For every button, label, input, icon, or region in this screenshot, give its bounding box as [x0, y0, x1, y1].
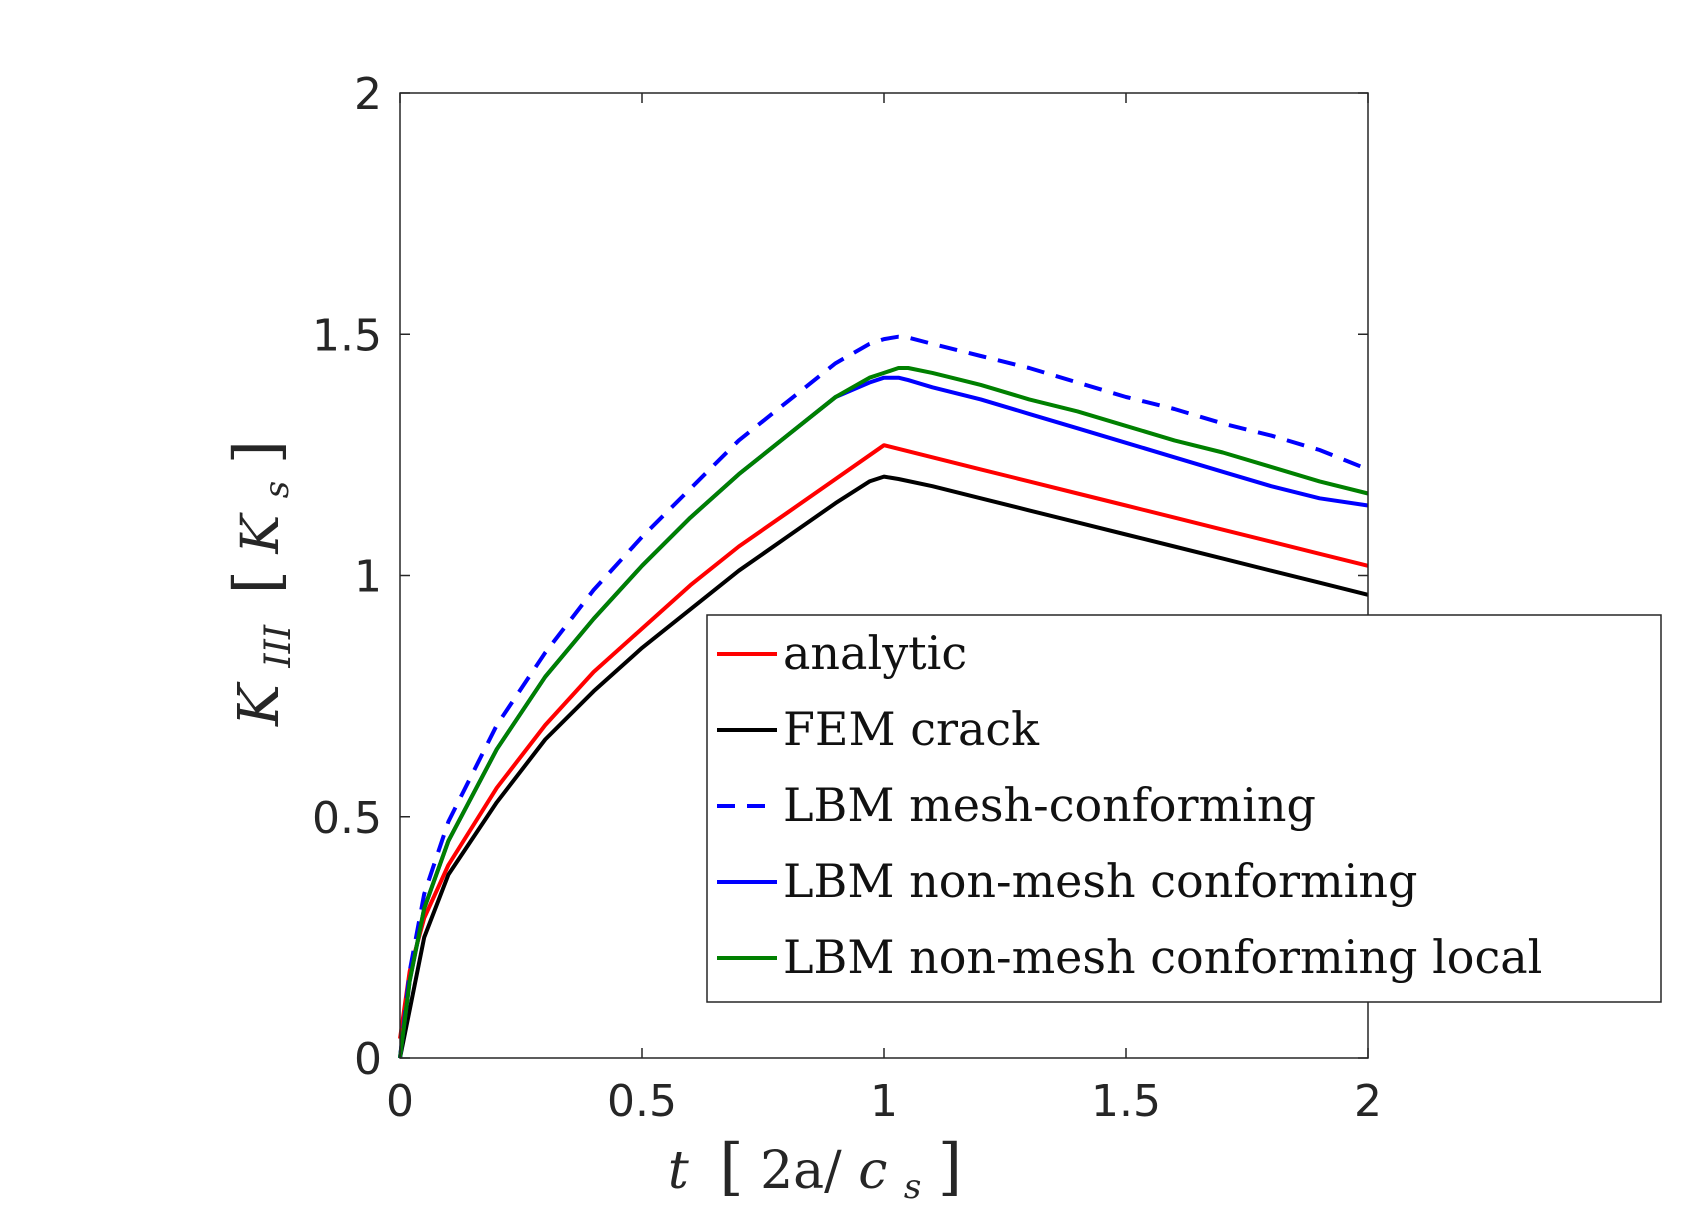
legend-label-4: LBM non-mesh conforming local — [783, 930, 1542, 984]
x-axis-unit-sub: s — [904, 1167, 921, 1207]
series-line-1 — [398, 474, 1369, 1059]
series-line-4 — [398, 366, 1369, 1059]
y-tick-label: 1.5 — [312, 310, 382, 361]
x-tick-label: 0 — [386, 1076, 414, 1127]
x-tick-label: 0.5 — [607, 1076, 677, 1127]
y-axis-bracket-close: ] — [220, 440, 293, 464]
x-tick-label: 2 — [1354, 1076, 1382, 1127]
y-tick-label: 0.5 — [312, 793, 382, 844]
x-axis-bracket-open: [ — [719, 1130, 743, 1203]
legend-label-0: analytic — [783, 626, 967, 680]
legend: analytic FEM crack LBM mesh-conforming LBM … — [706, 614, 1662, 1003]
svg-text:K III [ K: K III [ K s ] — [220, 440, 303, 727]
y-tick-label: 0 — [354, 1034, 382, 1085]
y-axis-unit-sub: s — [257, 481, 297, 498]
y-axis-label: K III [ K s ] — [220, 440, 303, 727]
legend-label-1: FEM crack — [783, 702, 1040, 756]
y-axis-unit-var: K — [231, 512, 291, 555]
y-axis-bracket-open: [ — [220, 570, 293, 594]
legend-entries: analytic FEM crack LBM mesh-conforming LBM … — [717, 626, 1542, 984]
y-axis-sub: III — [258, 624, 299, 668]
legend-label-2: LBM mesh-conforming — [783, 778, 1316, 832]
legend-label-3: LBM non-mesh conforming — [783, 854, 1417, 908]
legend-box — [706, 614, 1662, 1003]
series-line-0 — [398, 443, 1369, 1039]
x-tick-label: 1 — [870, 1076, 898, 1127]
y-axis-var: K — [227, 681, 292, 727]
series-layer — [398, 334, 1369, 1059]
x-axis-bracket-close: ] — [938, 1130, 962, 1203]
x-axis-unit: 2a/ — [760, 1141, 842, 1201]
x-tick-label: 1.5 — [1091, 1076, 1161, 1127]
tick-layer: 0 0.5 1 1.5 2 0 0.5 1 1.5 2 — [312, 69, 1382, 1127]
y-tick-label: 2 — [354, 69, 382, 120]
series-line-2 — [398, 334, 1369, 1059]
svg-text:t [ 2a/ c: t [ 2a/ c s ] — [668, 1130, 962, 1211]
x-axis-label: t [ 2a/ c s ] — [668, 1130, 962, 1211]
y-tick-label: 1 — [354, 552, 382, 603]
x-axis-var: t — [668, 1141, 689, 1201]
x-axis-unit-var: c — [858, 1141, 887, 1201]
